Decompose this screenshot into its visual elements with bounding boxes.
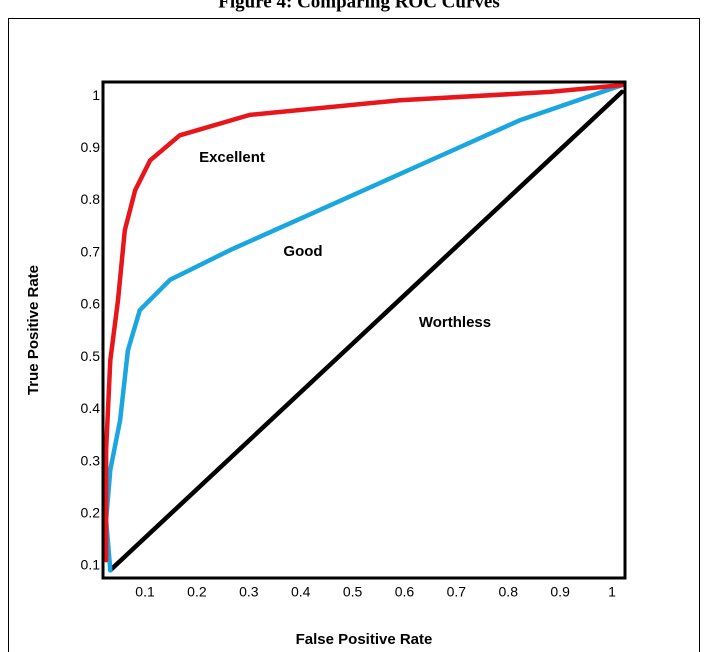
y-tick-label: 0.3 bbox=[81, 452, 101, 468]
y-tick-label: 0.9 bbox=[81, 139, 101, 155]
x-tick-label: 0.5 bbox=[343, 584, 363, 600]
y-tick-label: 0.1 bbox=[81, 557, 101, 573]
y-tick-label: 0.6 bbox=[81, 296, 101, 312]
x-tick-label: 0.7 bbox=[447, 584, 467, 600]
roc-curve bbox=[108, 89, 625, 573]
x-tick-label: 0.1 bbox=[135, 584, 155, 600]
y-tick-label: 0.2 bbox=[81, 504, 101, 520]
y-axis-label: True Positive Rate bbox=[25, 265, 42, 395]
x-tick-label: 0.4 bbox=[291, 584, 311, 600]
plot-frame bbox=[101, 80, 627, 580]
x-tick-label: 0.2 bbox=[187, 584, 207, 600]
x-tick-label: 0.9 bbox=[550, 584, 570, 600]
x-axis-label: False Positive Rate bbox=[296, 631, 433, 648]
figure-frame bbox=[8, 18, 700, 652]
x-tick-label: 1 bbox=[608, 584, 616, 600]
curve-annotation: Worthless bbox=[419, 314, 491, 331]
curves bbox=[103, 82, 625, 573]
x-tick-label: 0.6 bbox=[395, 584, 415, 600]
roc-curve bbox=[103, 82, 625, 573]
y-tick-label: 0.8 bbox=[81, 191, 101, 207]
x-tick-label: 0.3 bbox=[239, 584, 259, 600]
y-tick-label: 0.7 bbox=[81, 243, 101, 259]
chart-title: Figure 4: Comparing ROC Curves bbox=[218, 0, 499, 12]
curve-annotation: Good bbox=[283, 243, 322, 260]
y-tick-label: 1 bbox=[92, 87, 100, 103]
y-tick-label: 0.5 bbox=[81, 348, 101, 364]
x-tick-label: 0.8 bbox=[499, 584, 519, 600]
roc-curve bbox=[103, 82, 625, 563]
y-tick-label: 0.4 bbox=[81, 400, 101, 416]
curve-annotation: Excellent bbox=[199, 149, 265, 166]
